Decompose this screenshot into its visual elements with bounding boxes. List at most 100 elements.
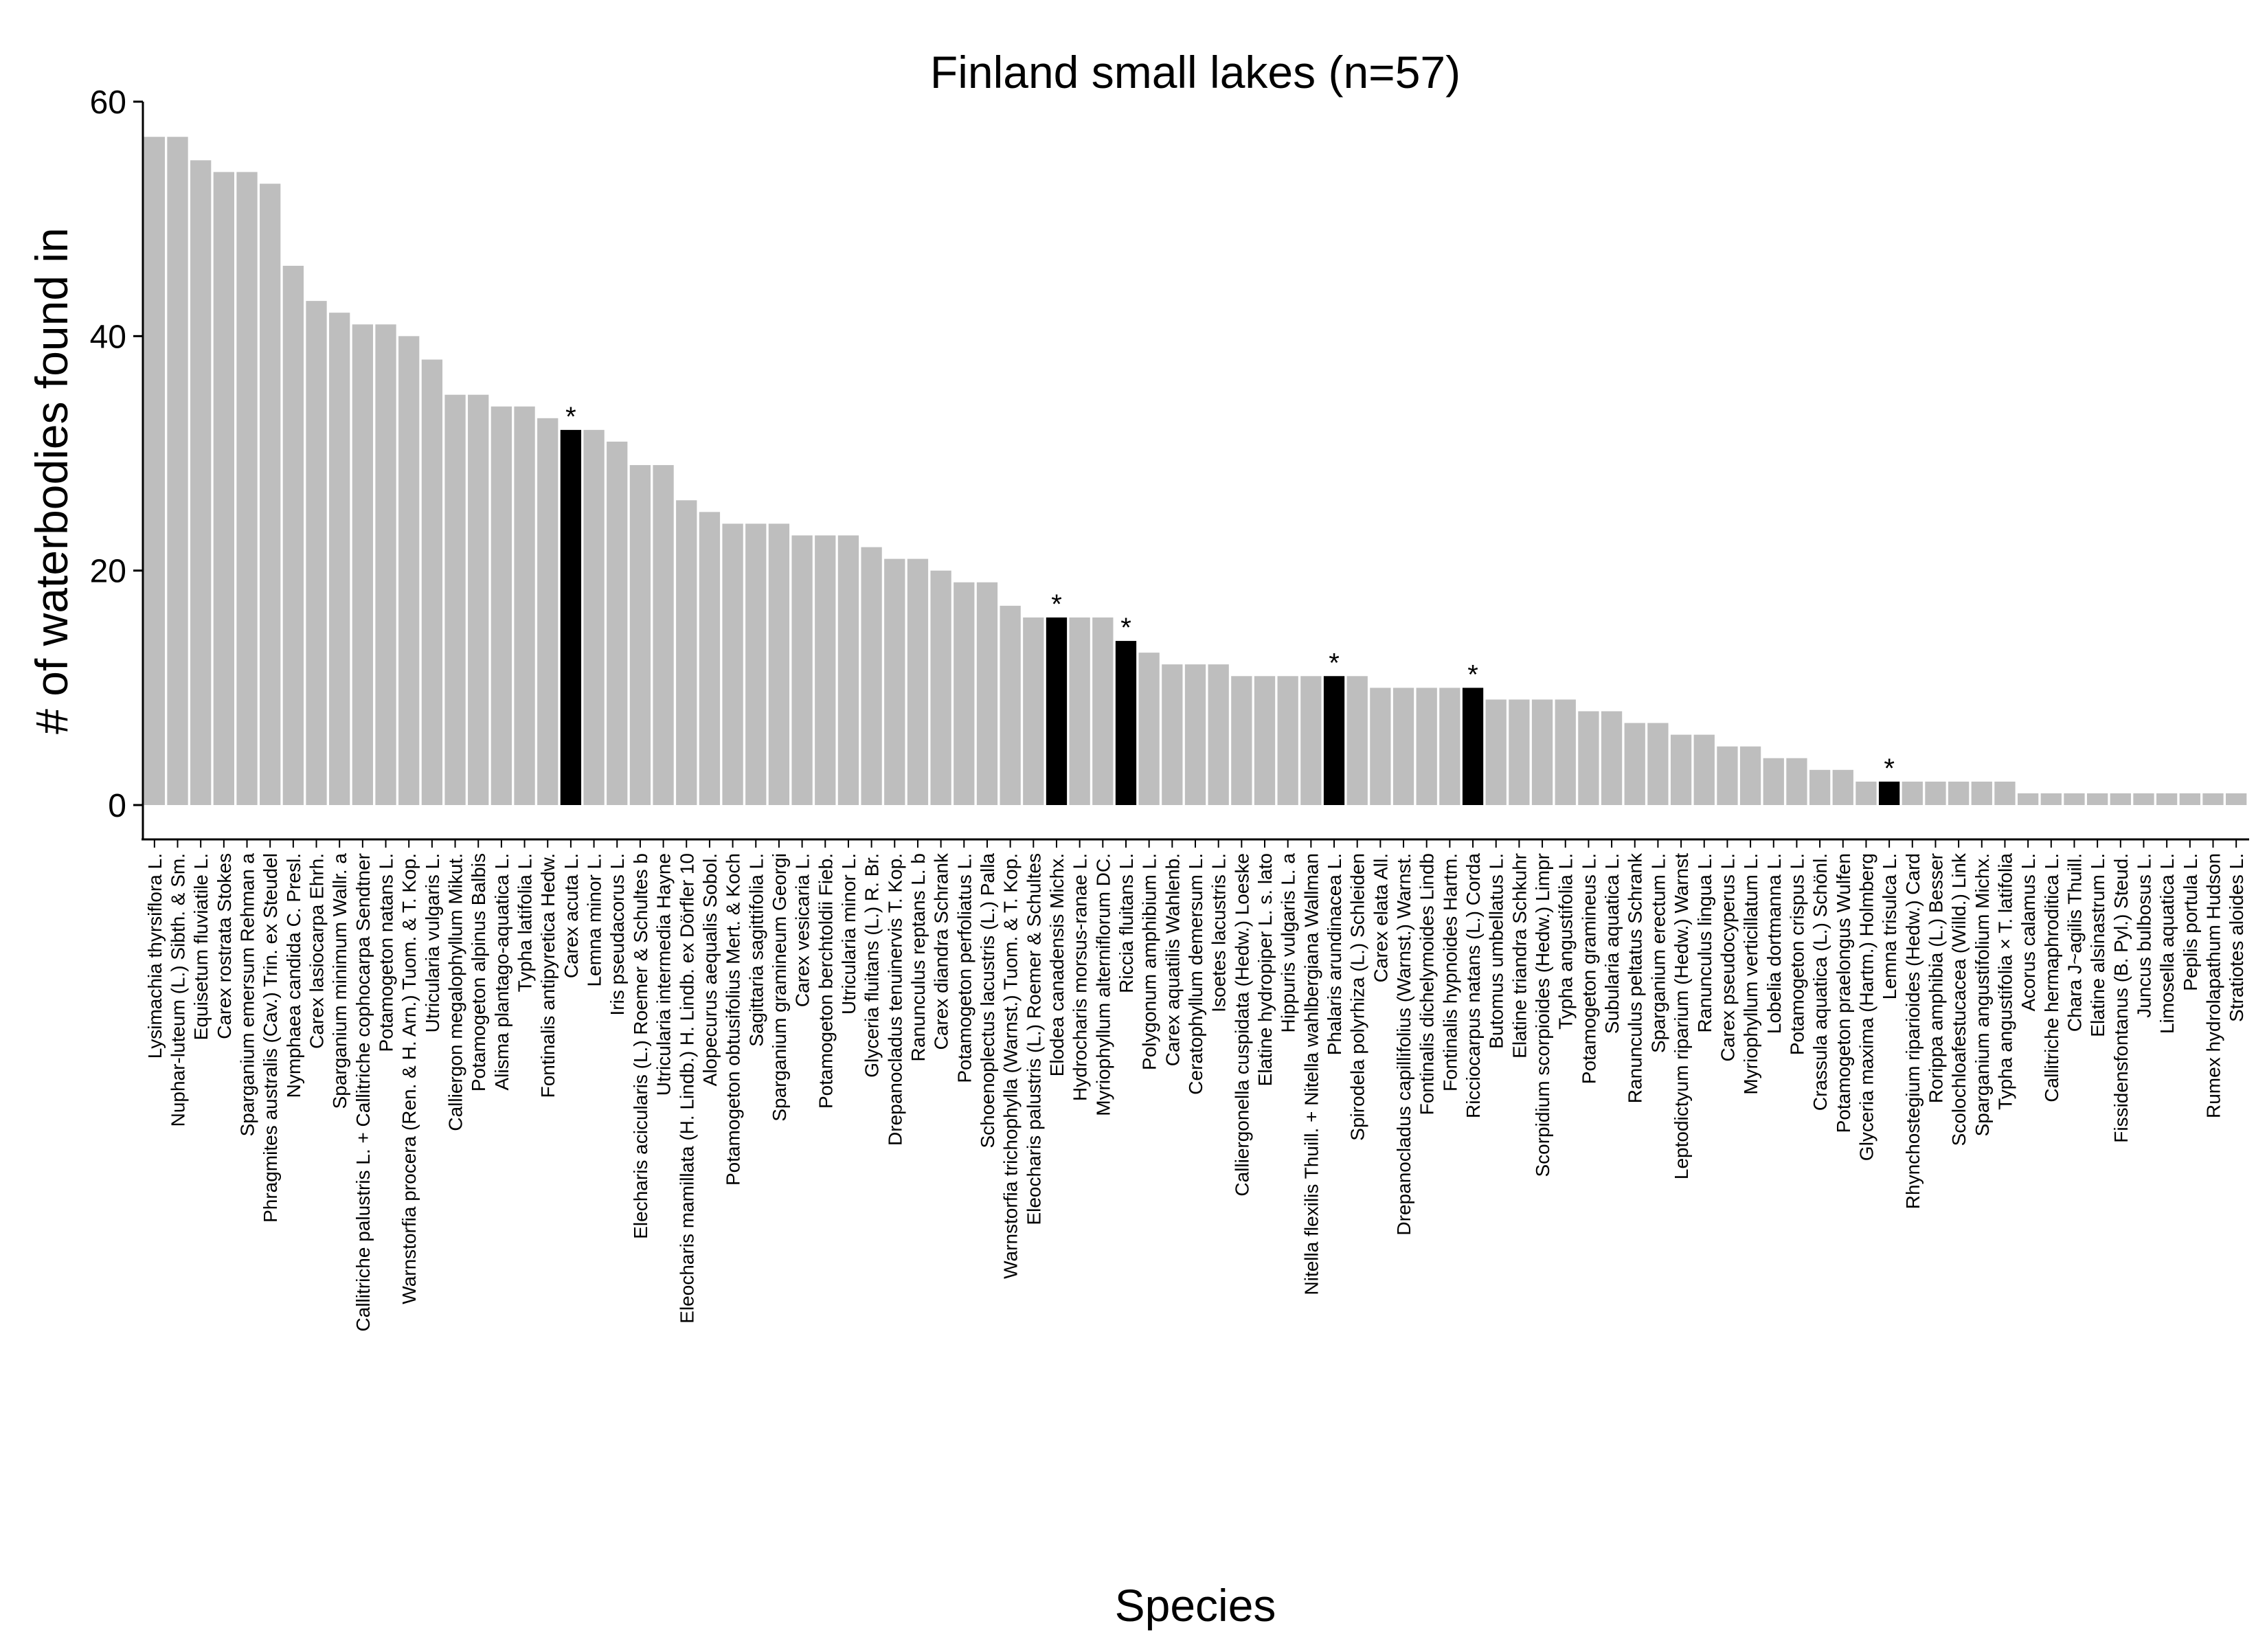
x-tick-label: Callitriche palustris L. + Callitriche c…	[352, 853, 374, 1331]
x-tick-label: Utricularia vulgaris L.	[422, 853, 443, 1032]
x-tick-label: Schoenoplectus lacustris (L.) Palla	[977, 853, 998, 1149]
bar	[236, 172, 258, 805]
x-tick-label: Callitriche hermaphroditica L.	[2041, 853, 2062, 1102]
bar	[306, 301, 327, 805]
bar	[1416, 688, 1437, 805]
bar	[2040, 793, 2062, 805]
x-tick-label: Alisma plantago-aquatica L.	[491, 853, 512, 1091]
x-tick-label: Ranunculus lingua L.	[1694, 853, 1715, 1033]
bar	[514, 406, 535, 805]
x-tick-label: Carex aquatilis Wahlenb.	[1162, 853, 1183, 1066]
bar	[1184, 664, 1206, 805]
x-tick-label: Glyceria fluitans (L.) R. Br.	[861, 853, 883, 1078]
x-tick-label: Ceratophyllum demersum L.	[1185, 853, 1206, 1095]
bar	[1439, 688, 1460, 805]
bar	[1509, 699, 1530, 805]
bar	[1624, 723, 1645, 805]
bar-highlighted	[1323, 676, 1345, 805]
x-tick-label: Spirodela polyrhiza (L.) Schleiden	[1347, 853, 1368, 1141]
bar	[144, 137, 165, 805]
x-tick-label: Carex elata All.	[1370, 853, 1391, 982]
x-axis-title: Species	[1115, 1580, 1276, 1631]
bar	[1601, 711, 1623, 805]
x-tick-label: Drepanocladus tenuinervis T. Kop.	[884, 853, 905, 1146]
bar	[444, 394, 466, 805]
x-tick-label: Drepanocladus capillifolius (Warnst.) Wa…	[1393, 853, 1414, 1236]
bar	[1000, 605, 1021, 805]
x-tick-label: Riccia fluitans L.	[1116, 853, 1137, 993]
y-axis-title: # of waterbodies found in	[26, 227, 77, 734]
x-tick-label: Nitella flexilis Thuill. + Nitella wahlb…	[1300, 853, 1322, 1295]
bar	[260, 183, 281, 806]
x-tick-label: Rorippa amphibia (L.) Besser	[1925, 853, 1946, 1103]
bar	[629, 465, 651, 805]
bar	[1670, 734, 1692, 805]
x-tick-label: Potamogeton crispus L.	[1786, 853, 1807, 1055]
bar	[1925, 781, 1946, 805]
x-tick-label: Ranunculus peltatus Schrank	[1625, 852, 1646, 1103]
bar	[1231, 676, 1252, 805]
bar	[1370, 688, 1391, 805]
x-tick-label: Isoetes lacustris L.	[1208, 853, 1230, 1012]
bar	[213, 172, 234, 805]
highlight-star: *	[1329, 648, 1340, 678]
x-tick-label: Utricularia minor L.	[838, 853, 859, 1015]
bar	[1693, 734, 1715, 805]
x-tick-label: Elatine hydropiper L. s. lato	[1254, 853, 1276, 1086]
bar	[1971, 781, 1992, 805]
y-axis: 0 20 40 60	[90, 84, 144, 839]
highlight-star: *	[1467, 659, 1478, 690]
bar-highlighted	[1462, 688, 1484, 805]
highlight-star: *	[1051, 589, 1062, 620]
x-tick-label: Elecharis acicularis (L.) Roemer & Schul…	[630, 853, 651, 1239]
bar	[745, 523, 767, 805]
x-tick-label: Butomus umbellatus L.	[1486, 853, 1507, 1049]
bar	[791, 535, 813, 805]
x-tick-label: Lemna minor L.	[584, 853, 605, 987]
x-tick-label: Typha latifolia L.	[515, 853, 536, 992]
bar	[907, 558, 929, 805]
bar	[699, 512, 721, 805]
bar	[352, 324, 374, 805]
bar	[2017, 793, 2039, 805]
x-tick-label: Myriophyllum alterniflorum DC.	[1092, 853, 1114, 1116]
highlight-star: *	[1120, 613, 1131, 643]
bar	[2156, 793, 2178, 805]
x-tick-label: Stratiotes aloides L.	[2226, 853, 2247, 1022]
x-tick-label: Phalaris arundinacea L.	[1324, 853, 1345, 1055]
x-tick-label: Lobelia dortmanna L.	[1763, 853, 1785, 1034]
x-tick-label: Potamogeton praelongus Wulfen	[1833, 853, 1854, 1133]
x-tick-label: Fontinalis dichelymoides Lindb	[1417, 853, 1438, 1115]
x-tick-label: Peplis portula L.	[2180, 853, 2201, 991]
bar-highlighted	[1115, 641, 1137, 805]
x-tick-label: Scorpidium scorpioides (Hedw.) Limpr	[1532, 853, 1553, 1177]
bar	[282, 265, 304, 805]
x-tick-label: Typha angustifolia L.	[1555, 853, 1577, 1030]
x-tick-label: Hydrocharis morsus-ranae L.	[1070, 853, 1091, 1101]
bar	[468, 394, 489, 805]
bar-highlighted	[1878, 781, 1900, 805]
x-tick-label: Carex rostrata Stokes	[214, 853, 235, 1039]
chart-title: Finland small lakes (n=57)	[930, 47, 1460, 98]
bar	[1300, 676, 1322, 805]
x-tick-label: Crassula aquatica (L.) Schönl.	[1809, 853, 1831, 1111]
bar	[1162, 664, 1183, 805]
x-tick-label: Rumex hydrolapathum Hudson	[2202, 853, 2224, 1118]
bar	[421, 359, 443, 805]
bar	[1531, 699, 1553, 805]
x-tick-label: Calliergonella cuspidata (Hedw.) Loeske	[1231, 853, 1252, 1197]
x-tick-label: Sparganium emersum Rehman a	[237, 853, 258, 1137]
bar	[768, 523, 790, 805]
x-tick-label: Sparganium erectum L.	[1647, 853, 1669, 1053]
x-tick-label: Eleocharis palustris (L.) Roemer & Schul…	[1023, 853, 1044, 1225]
x-tick-label: Potamogeton natans L.	[376, 853, 397, 1052]
x-tick-label: Sagittaria sagittifolia L.	[745, 853, 767, 1047]
x-tick-label: Potamogeton obtusifolius Mert. & Koch	[723, 853, 744, 1186]
bar	[1717, 746, 1738, 805]
x-tick-label: Carex pseudocyperus L.	[1717, 853, 1738, 1062]
bar	[1346, 676, 1368, 805]
bar	[1392, 688, 1414, 805]
bar	[815, 535, 836, 805]
